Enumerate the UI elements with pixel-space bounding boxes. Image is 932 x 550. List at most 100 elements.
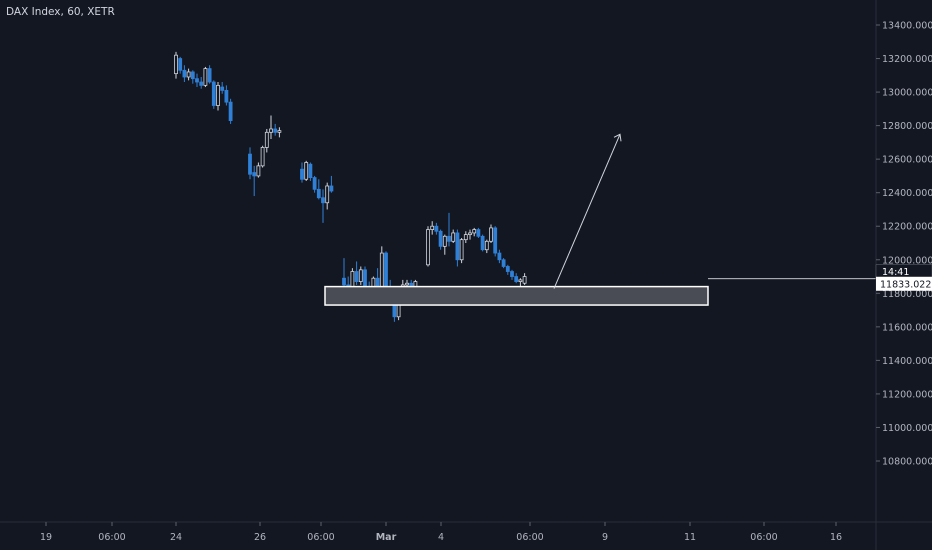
candle-body [190, 71, 195, 80]
symbol-title: DAX Index, 60, XETR [6, 6, 115, 18]
price-tick-label: 11800.000 [882, 289, 932, 300]
projection-arrow-line [553, 134, 621, 289]
projection-arrow-head [613, 133, 622, 142]
candle-body [269, 128, 273, 133]
candle-body [304, 162, 309, 180]
time-tick-label: 16 [830, 532, 842, 543]
price-tick-label: 12400.000 [882, 188, 932, 199]
candle-body [273, 128, 278, 133]
candle-body [350, 271, 355, 287]
candle-body [522, 276, 527, 284]
support-zone-layer[interactable] [324, 278, 876, 306]
price-tick-label: 11400.000 [882, 356, 932, 367]
time-axis[interactable]: 19 06:00 24 26 06:00 Mar 4 06:00 9 11 06:00 16 [0, 521, 932, 543]
price-tick-label: 12800.000 [882, 121, 932, 132]
candle-body [489, 227, 493, 242]
candle-body [248, 153, 252, 175]
candle-body [438, 230, 443, 247]
price-tick-label: 13000.000 [882, 88, 932, 99]
candle-body [442, 235, 447, 247]
candle-body [195, 78, 199, 83]
time-tick-label: 06:00 [516, 532, 543, 543]
price-tick-label: 12000.000 [882, 255, 932, 266]
candle-body [426, 229, 430, 266]
candle-body [207, 68, 212, 83]
candle-body [472, 229, 477, 234]
candle-body [182, 69, 187, 78]
candle-body [277, 130, 282, 133]
candle-body [203, 68, 208, 86]
candle-body [199, 81, 204, 86]
candle-body [497, 252, 502, 261]
candle-body [518, 279, 523, 282]
price-tick-label: 13200.000 [882, 54, 932, 65]
last-price-label: 11833.022 [880, 279, 931, 290]
price-tick-label: 13400.000 [882, 21, 932, 32]
candle-body [493, 227, 498, 254]
price-tick-label: 12200.000 [882, 222, 932, 233]
time-tick-label: 06:00 [750, 532, 777, 543]
candle-body [252, 172, 257, 177]
candle-body [434, 225, 439, 232]
candle-body [463, 234, 468, 241]
candle-body [447, 235, 451, 242]
candle-body [480, 235, 485, 251]
candle-body [329, 185, 334, 192]
price-tick-label: 12600.000 [882, 155, 932, 166]
time-tick-label: 19 [40, 532, 52, 543]
time-tick-label: 11 [684, 532, 696, 543]
candle-body [459, 239, 464, 261]
time-tick-label: 9 [602, 532, 608, 543]
price-tick-label: 11000.000 [882, 423, 932, 434]
candle-body [505, 266, 510, 272]
time-tick-label: 06:00 [307, 532, 334, 543]
candle-body [256, 165, 261, 177]
candle-body [220, 86, 225, 91]
candle-body [312, 177, 317, 190]
candle-body [476, 229, 481, 237]
candle-body [321, 197, 325, 204]
candle-body [228, 101, 233, 121]
time-tick-label: 4 [438, 532, 444, 543]
candle-body [484, 240, 489, 251]
candle-body [216, 84, 220, 106]
candle-body [379, 252, 384, 289]
candle-body [501, 259, 506, 267]
time-tick-label: 06:00 [98, 532, 125, 543]
candle-body [325, 185, 330, 204]
candle-body [174, 54, 178, 75]
candle-body [468, 232, 472, 236]
candle-body [342, 277, 346, 286]
time-tick-label: 24 [170, 532, 182, 543]
candle-body [451, 232, 456, 242]
candle-body [308, 163, 313, 179]
countdown-label: 14:41 [882, 267, 909, 278]
time-tick-label: 26 [254, 532, 266, 543]
candle-body [316, 188, 321, 199]
candle-body [514, 276, 519, 282]
candle-body [354, 271, 359, 282]
candle-body [384, 252, 388, 289]
candle-body [358, 269, 363, 282]
candle-body [455, 232, 460, 261]
projection-arrow-layer[interactable] [553, 133, 622, 289]
candle-body [178, 58, 183, 71]
price-tick-label: 11600.000 [882, 322, 932, 333]
price-tick-label: 10800.000 [882, 457, 932, 468]
candle-body [264, 131, 269, 148]
candle-body [186, 71, 191, 78]
candle-body [430, 225, 435, 230]
candle-body [300, 168, 304, 180]
candle-body [211, 81, 216, 106]
candle-body [510, 271, 514, 277]
last-price-badge [876, 276, 932, 291]
candle-body [224, 90, 229, 103]
candle-body [405, 282, 409, 286]
support-zone-box [324, 285, 709, 306]
price-tick-label: 11200.000 [882, 389, 932, 400]
candle-body [260, 147, 265, 167]
candle-body [363, 269, 367, 289]
price-axis[interactable]: 13400.000 13200.000 13000.000 12800.000 1260… [875, 0, 932, 550]
